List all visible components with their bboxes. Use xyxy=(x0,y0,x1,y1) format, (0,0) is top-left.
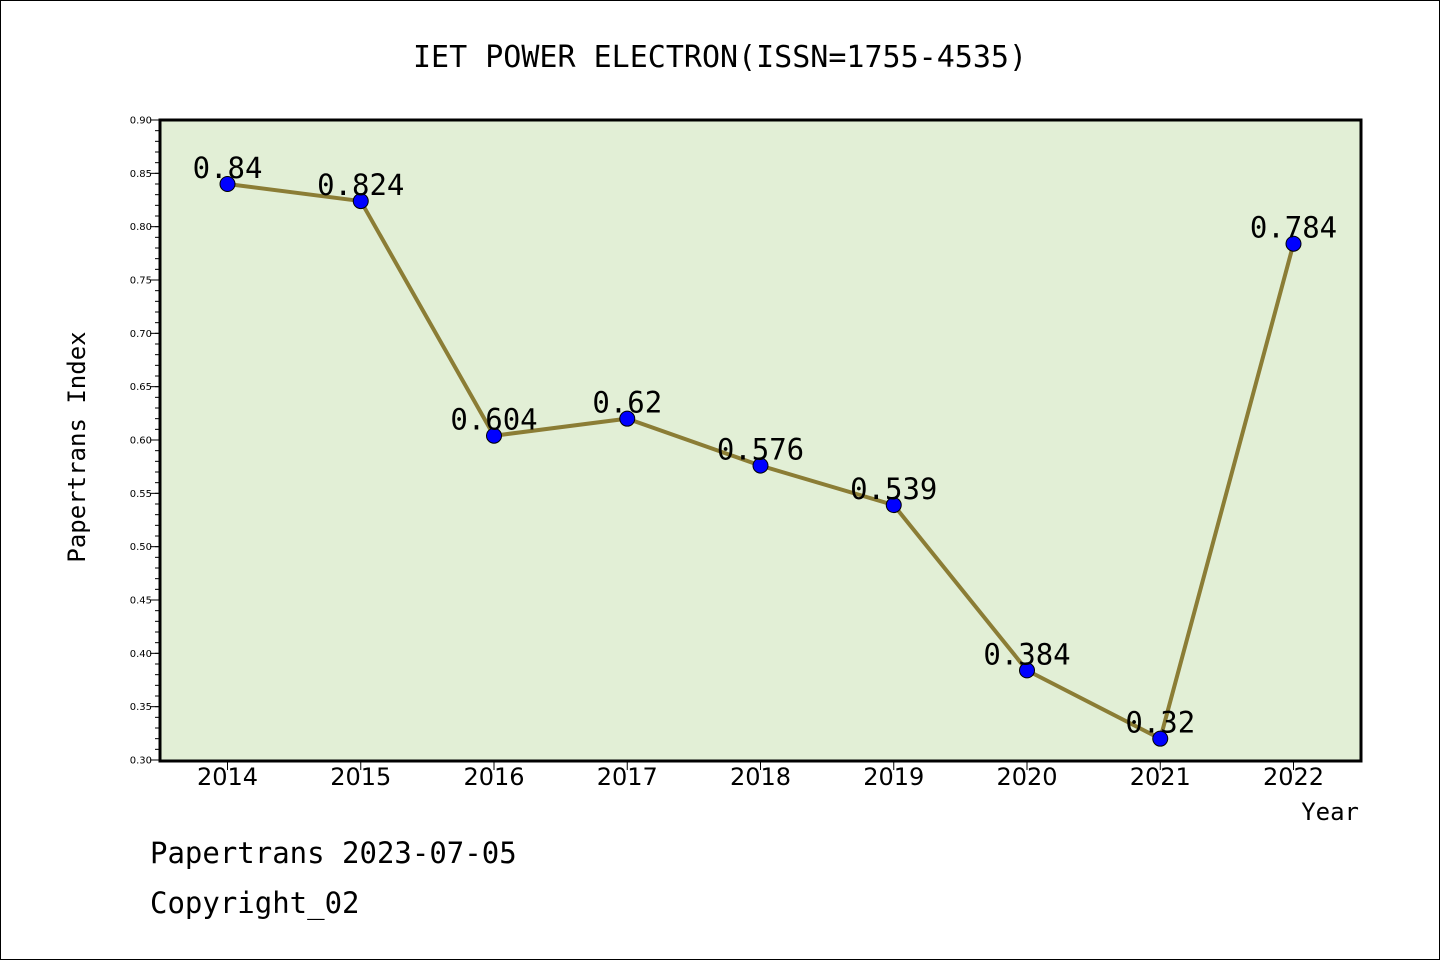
y-tick-label: 0.70 xyxy=(130,329,152,340)
data-point xyxy=(1285,235,1302,252)
x-tick-label: 2016 xyxy=(463,763,524,791)
data-label: 0.784 xyxy=(1250,211,1337,245)
x-tick-label: 2018 xyxy=(730,763,791,791)
y-tick-label: 0.90 xyxy=(130,116,152,127)
data-label: 0.32 xyxy=(1125,706,1195,740)
y-tick-label: 0.30 xyxy=(130,756,152,767)
data-point xyxy=(1152,730,1169,747)
y-tick-label: 0.65 xyxy=(130,382,152,393)
footer-source-date: Papertrans 2023-07-05 xyxy=(150,836,517,870)
x-tick-label: 2017 xyxy=(597,763,658,791)
data-point xyxy=(1019,662,1035,679)
data-point xyxy=(486,427,502,444)
data-label: 0.84 xyxy=(193,151,263,185)
data-point xyxy=(752,457,769,474)
y-axis-ticks: 0.30 0.35 0.40 0.45 0.50 0.55 0.60 0.65 0.70 0.75… xyxy=(130,116,160,767)
y-tick-label: 0.50 xyxy=(130,542,152,553)
x-tick-label: 2019 xyxy=(863,763,924,791)
data-label: 0.62 xyxy=(592,386,662,420)
chart-title: IET POWER ELECTRON(ISSN=1755-4535) xyxy=(413,40,1027,75)
data-point xyxy=(219,176,236,192)
data-point xyxy=(619,410,636,427)
footer-copyright: Copyright_02 xyxy=(150,886,360,920)
data-label: 0.576 xyxy=(717,433,804,467)
plot-border xyxy=(158,118,1363,763)
series-markers xyxy=(219,176,1302,747)
y-tick-label: 0.85 xyxy=(130,169,152,180)
x-tick-label: 2020 xyxy=(996,763,1057,791)
x-axis-label: Year xyxy=(1301,798,1359,826)
data-label: 0.824 xyxy=(317,168,404,202)
y-axis-label: Papertrans Index xyxy=(63,331,91,562)
plot-area xyxy=(160,120,1361,761)
data-label: 0.539 xyxy=(850,472,937,506)
data-label: 0.604 xyxy=(450,403,537,437)
x-tick-label: 2021 xyxy=(1130,763,1191,791)
data-point xyxy=(885,497,902,514)
x-tick-label: 2022 xyxy=(1263,763,1324,791)
x-tick-label: 2014 xyxy=(197,763,258,791)
data-label: 0.384 xyxy=(983,637,1070,671)
y-tick-label: 0.45 xyxy=(130,596,152,607)
data-point xyxy=(352,193,369,210)
x-axis-ticks: 2014 2015 2016 2017 2018 2019 2020 2021 2022 xyxy=(197,760,1324,791)
y-tick-label: 0.80 xyxy=(130,222,152,233)
data-labels: 0.84 0.824 0.604 0.62 0.576 0.539 0.384 0.32 0.7… xyxy=(193,151,1338,740)
y-tick-label: 0.75 xyxy=(130,276,152,287)
y-tick-label: 0.35 xyxy=(130,702,152,713)
y-tick-label: 0.55 xyxy=(130,489,152,500)
x-tick-label: 2015 xyxy=(330,763,391,791)
y-tick-label: 0.40 xyxy=(130,649,152,660)
y-tick-label: 0.60 xyxy=(130,436,152,447)
